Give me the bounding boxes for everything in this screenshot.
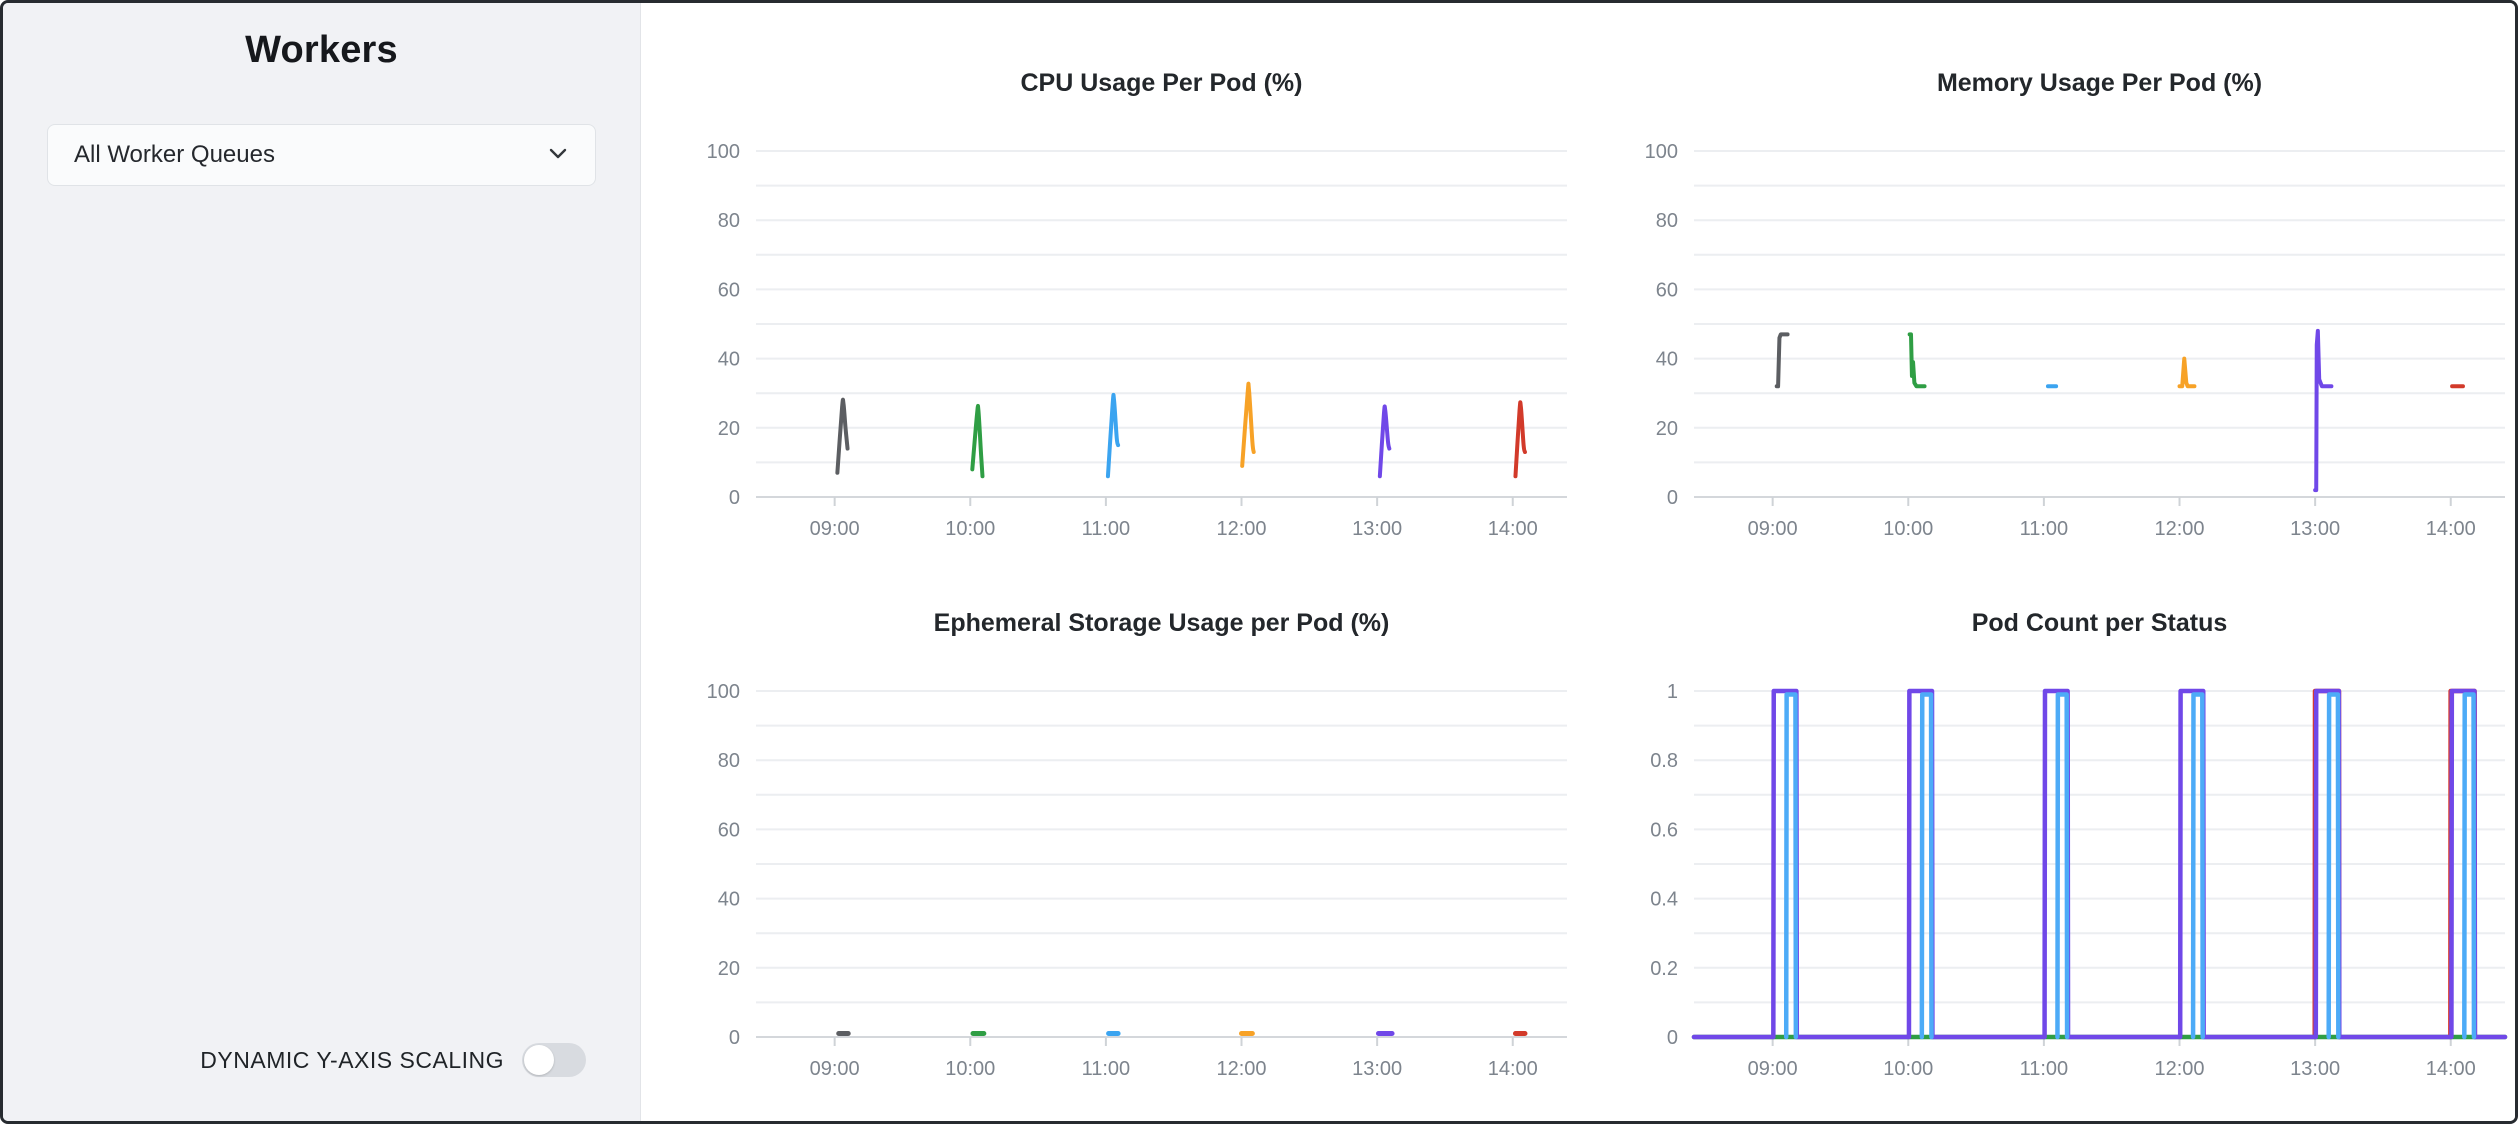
svg-text:13:00: 13:00 xyxy=(1352,1058,1402,1080)
dynamic-y-axis-label: DYNAMIC Y-AXIS SCALING xyxy=(200,1046,504,1073)
worker-queue-select[interactable]: All Worker Queues xyxy=(47,124,596,186)
svg-text:Memory Usage Per Pod (%): Memory Usage Per Pod (%) xyxy=(1937,69,2262,97)
svg-text:0.2: 0.2 xyxy=(1650,958,1678,980)
svg-text:09:00: 09:00 xyxy=(1748,518,1798,540)
svg-text:40: 40 xyxy=(1656,349,1678,371)
dynamic-y-axis-toggle[interactable] xyxy=(522,1043,586,1077)
svg-text:10:00: 10:00 xyxy=(1883,518,1933,540)
svg-text:40: 40 xyxy=(718,349,740,371)
svg-text:1: 1 xyxy=(1667,681,1678,703)
svg-text:14:00: 14:00 xyxy=(2426,1058,2476,1080)
svg-text:80: 80 xyxy=(718,210,740,232)
svg-text:0: 0 xyxy=(1667,487,1678,509)
pod-count-chart: Pod Count per Status 0 0.2 0.4 0.6 0.8 1 09:00 1… xyxy=(1579,573,2515,1113)
svg-text:13:00: 13:00 xyxy=(2290,1058,2340,1080)
svg-text:20: 20 xyxy=(1656,418,1678,440)
svg-text:20: 20 xyxy=(718,958,740,980)
svg-text:11:00: 11:00 xyxy=(2020,1058,2069,1080)
svg-text:13:00: 13:00 xyxy=(2290,518,2340,540)
cpu-usage-chart: CPU Usage Per Pod (%) 0 20 40 60 80 100 09:00 10… xyxy=(641,33,1579,573)
memory-usage-chart-svg: Memory Usage Per Pod (%) 0 20 40 60 80 100 09:0… xyxy=(1645,69,2505,540)
dynamic-y-axis-row: DYNAMIC Y-AXIS SCALING xyxy=(47,1043,596,1091)
svg-text:12:00: 12:00 xyxy=(1216,1058,1266,1080)
svg-text:60: 60 xyxy=(718,279,740,301)
svg-text:60: 60 xyxy=(718,819,740,841)
ephemeral-storage-chart: Ephemeral Storage Usage per Pod (%) 0 20 40… xyxy=(641,573,1579,1113)
svg-text:0: 0 xyxy=(729,1027,740,1049)
svg-text:Pod Count per Status: Pod Count per Status xyxy=(1972,609,2228,637)
toggle-knob xyxy=(524,1045,554,1075)
svg-text:40: 40 xyxy=(718,889,740,911)
memory-usage-chart: Memory Usage Per Pod (%) 0 20 40 60 80 100 09:0… xyxy=(1579,33,2515,573)
svg-text:Ephemeral Storage Usage per Po: Ephemeral Storage Usage per Pod (%) xyxy=(934,609,1390,637)
svg-text:10:00: 10:00 xyxy=(1883,1058,1933,1080)
svg-text:CPU Usage Per Pod (%): CPU Usage Per Pod (%) xyxy=(1020,69,1302,97)
chevron-down-icon xyxy=(547,142,569,169)
svg-text:100: 100 xyxy=(707,141,740,163)
svg-text:11:00: 11:00 xyxy=(1082,518,1131,540)
svg-text:0.6: 0.6 xyxy=(1650,819,1678,841)
page-title: Workers xyxy=(245,29,398,71)
svg-text:11:00: 11:00 xyxy=(2020,518,2069,540)
svg-text:09:00: 09:00 xyxy=(810,1058,860,1080)
svg-text:80: 80 xyxy=(1656,210,1678,232)
ephemeral-storage-chart-svg: Ephemeral Storage Usage per Pod (%) 0 20 40… xyxy=(707,609,1567,1080)
svg-text:0: 0 xyxy=(1667,1027,1678,1049)
svg-text:0: 0 xyxy=(729,487,740,509)
pod-count-chart-svg: Pod Count per Status 0 0.2 0.4 0.6 0.8 1 09:00 1… xyxy=(1650,609,2508,1080)
svg-text:0.8: 0.8 xyxy=(1650,750,1678,772)
svg-text:10:00: 10:00 xyxy=(945,518,995,540)
svg-text:14:00: 14:00 xyxy=(1488,1058,1538,1080)
svg-text:13:00: 13:00 xyxy=(1352,518,1402,540)
svg-text:10:00: 10:00 xyxy=(945,1058,995,1080)
worker-queue-select-value: All Worker Queues xyxy=(74,141,275,168)
svg-text:14:00: 14:00 xyxy=(2426,518,2476,540)
svg-text:100: 100 xyxy=(1645,141,1678,163)
svg-text:60: 60 xyxy=(1656,279,1678,301)
cpu-usage-chart-svg: CPU Usage Per Pod (%) 0 20 40 60 80 100 09:00 10… xyxy=(707,69,1567,540)
sidebar: Workers All Worker Queues DYNAMIC Y-AXIS… xyxy=(3,3,641,1121)
svg-text:0.4: 0.4 xyxy=(1650,889,1678,911)
svg-text:20: 20 xyxy=(718,418,740,440)
svg-text:12:00: 12:00 xyxy=(1216,518,1266,540)
charts-grid: CPU Usage Per Pod (%) 0 20 40 60 80 100 09:00 10… xyxy=(641,3,2515,1121)
svg-text:80: 80 xyxy=(718,750,740,772)
svg-text:12:00: 12:00 xyxy=(2154,518,2204,540)
svg-text:100: 100 xyxy=(707,681,740,703)
svg-text:12:00: 12:00 xyxy=(2154,1058,2204,1080)
svg-text:09:00: 09:00 xyxy=(1748,1058,1798,1080)
svg-text:09:00: 09:00 xyxy=(810,518,860,540)
svg-text:11:00: 11:00 xyxy=(1082,1058,1131,1080)
svg-text:14:00: 14:00 xyxy=(1488,518,1538,540)
